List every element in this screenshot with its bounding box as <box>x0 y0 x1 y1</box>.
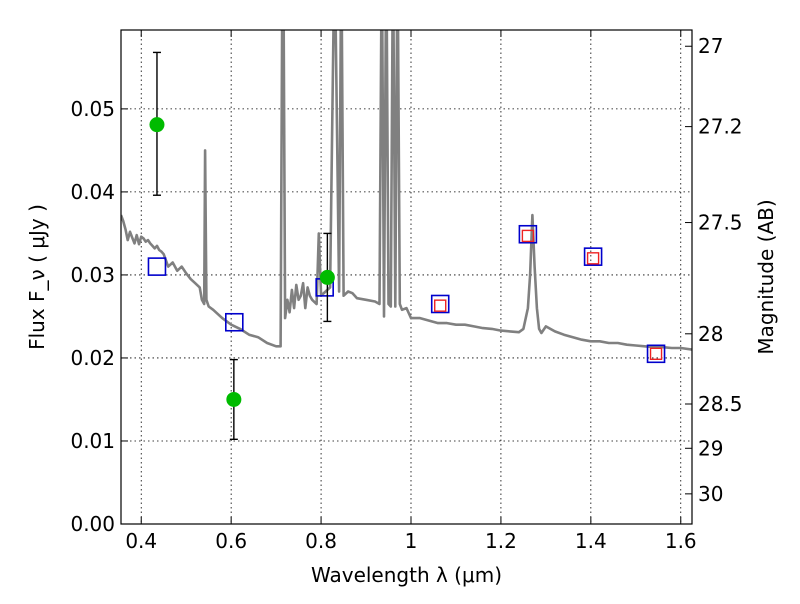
plot-area <box>121 30 692 441</box>
x-tick-label: 1 <box>405 529 418 553</box>
observed-point <box>226 391 242 407</box>
observed-point <box>319 269 335 285</box>
x-tick-label: 1.2 <box>485 529 517 553</box>
axes-frame <box>120 29 693 525</box>
y2-tick-label: 28.5 <box>698 392 743 416</box>
model-photometry-red-box <box>649 347 663 360</box>
model-photometry-blue-box <box>646 344 666 364</box>
x-tick-label: 0.4 <box>125 529 157 553</box>
model-photometry-blue-box <box>430 294 450 314</box>
y2-tick-label: 27 <box>698 34 723 58</box>
x-tick-label: 0.8 <box>305 529 337 553</box>
y2-tick-label: 30 <box>698 482 723 506</box>
plot-frame <box>120 29 693 525</box>
y-tick-label: 0.00 <box>70 512 115 536</box>
y-tick-label: 0.05 <box>70 97 115 121</box>
axis-labels: 0.4 0.6 0.8 1 1.2 1.4 1.6 0.00 0.01 0.02 0.03 0.04 0… <box>25 34 778 587</box>
y2-tick-label: 28 <box>698 322 723 346</box>
x-tick-label: 0.6 <box>215 529 247 553</box>
ticks <box>121 30 692 525</box>
x-tick-label: 1.6 <box>665 529 697 553</box>
model-photometry-red-box <box>434 299 447 312</box>
y-axis-title: Flux F_ν ( μJy ) <box>25 204 49 350</box>
y2-tick-label: 27.2 <box>698 115 743 139</box>
model-spectrum-line <box>121 30 692 351</box>
model-photometry-blue-box <box>518 224 538 244</box>
x-tick-label: 1.4 <box>575 529 607 553</box>
model-photometry-red-box <box>586 252 600 265</box>
y-tick-label: 0.01 <box>70 429 115 453</box>
model-photometry-blue-box <box>225 312 244 332</box>
y2-tick-label: 27.5 <box>698 211 743 235</box>
model-photometry-blue-box <box>147 257 167 276</box>
model-photometry-red-box <box>521 229 535 243</box>
y2-axis-title: Magnitude (AB) <box>754 199 778 354</box>
observed-point <box>149 117 165 133</box>
y-tick-label: 0.02 <box>70 346 115 370</box>
y-tick-label: 0.03 <box>70 263 115 287</box>
x-axis-title: Wavelength λ (μm) <box>311 563 502 587</box>
y-tick-label: 0.04 <box>70 180 115 204</box>
model-photometry-blue-box <box>583 247 603 266</box>
y2-tick-label: 29 <box>698 436 723 460</box>
